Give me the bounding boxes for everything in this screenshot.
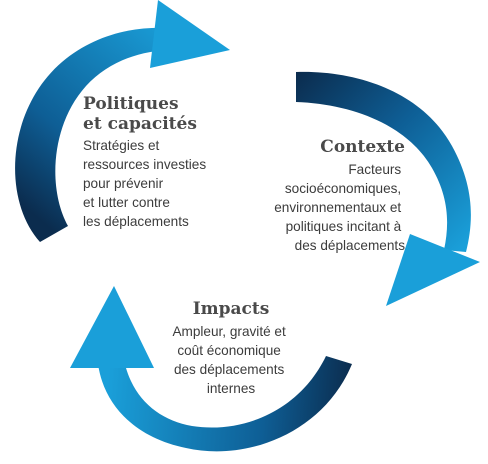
node-contexte: Contexte Facteurs socioéconomiques, envi… [274, 137, 405, 253]
arrowhead-left [70, 286, 154, 368]
node-politiques-title-line: et capacités [83, 114, 197, 134]
node-contexte-description: Facteurs socioéconomiques, environnement… [274, 162, 405, 253]
arrowhead-top [150, 0, 230, 68]
node-impacts-description: Ampleur, gravité et coût économique des … [172, 324, 289, 396]
node-contexte-title: Contexte [320, 137, 405, 157]
node-impacts-title: Impacts [193, 299, 270, 319]
node-contexte-desc-line: socioéconomiques, [285, 181, 401, 196]
node-politiques-desc-line: pour prévenir [83, 176, 164, 191]
arc-left [15, 27, 175, 242]
node-contexte-desc-line: Facteurs [348, 162, 401, 177]
node-contexte-desc-line: politiques incitant à [286, 219, 402, 234]
node-politiques-title: Politiques et capacités [83, 94, 197, 134]
node-impacts-desc-line: coût économique [177, 343, 281, 358]
node-politiques: Politiques et capacités Stratégies et re… [83, 94, 210, 229]
node-impacts: Impacts Ampleur, gravité et coût économi… [172, 299, 289, 396]
arrow-impacts-to-politiques [70, 286, 352, 452]
node-politiques-desc-line: et lutter contre [83, 195, 170, 210]
node-impacts-title-line: Impacts [193, 299, 270, 319]
node-impacts-desc-line: Ampleur, gravité et [172, 324, 286, 339]
arrowhead-right [386, 234, 480, 306]
node-politiques-desc-line: Stratégies et [83, 138, 160, 153]
arrow-contexte-to-impacts [296, 71, 480, 306]
node-politiques-description: Stratégies et ressources investies pour … [83, 138, 210, 229]
arc-right [296, 71, 471, 252]
node-impacts-desc-line: internes [207, 381, 256, 396]
node-politiques-title-line: Politiques [83, 94, 179, 114]
node-politiques-desc-line: les déplacements [83, 214, 189, 229]
node-impacts-desc-line: des déplacements [174, 362, 285, 377]
node-contexte-title-line: Contexte [320, 137, 405, 157]
node-contexte-desc-line: environnementaux et [274, 200, 401, 215]
node-contexte-desc-line: des déplacements [295, 238, 406, 253]
node-politiques-desc-line: ressources investies [83, 157, 206, 172]
arc-bottom [98, 356, 352, 452]
arrow-politiques-to-contexte [15, 0, 230, 242]
